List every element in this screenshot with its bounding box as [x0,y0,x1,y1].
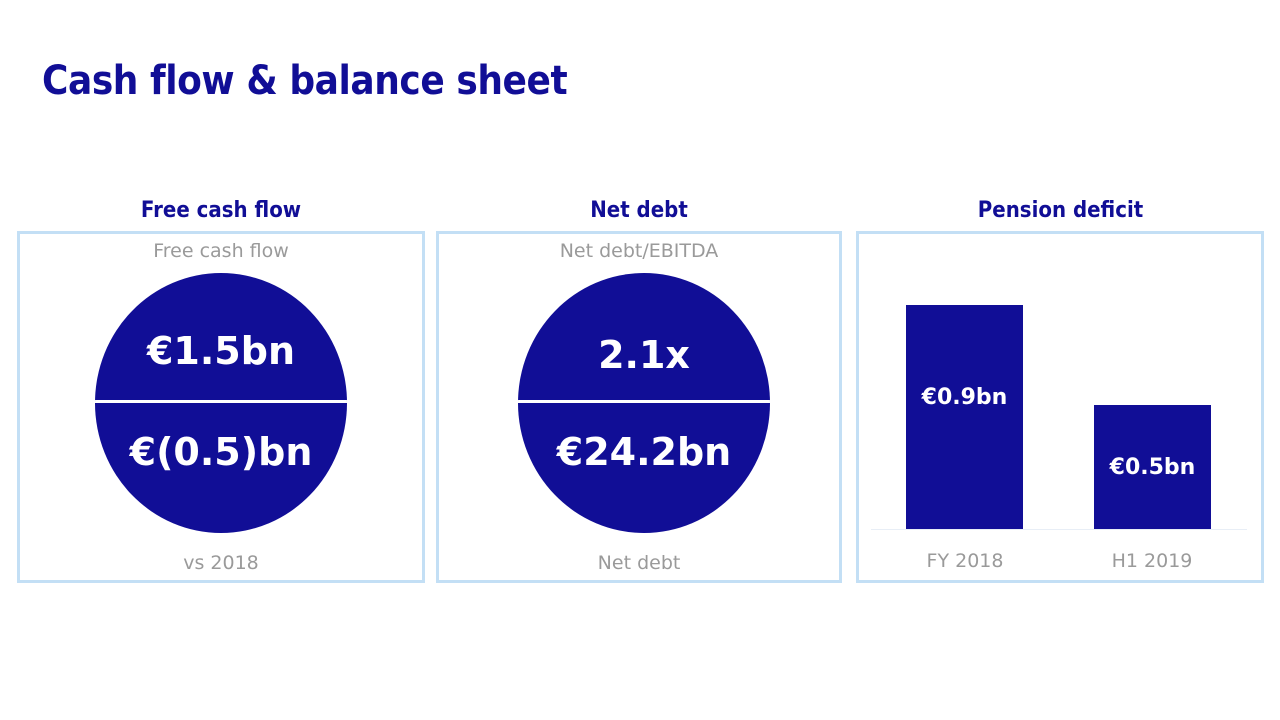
net-debt-circle: 2.1x €24.2bn [518,273,770,533]
net-debt-ebitda-value: 2.1x [598,333,690,377]
free-cash-flow-subtitle: Free cash flow [153,240,289,262]
category-h1-2019: H1 2019 [1111,550,1193,572]
bar-label-h1-2019: €0.5bn [1109,455,1196,480]
pension-deficit-panel: €0.9bn €0.5bn FY 2018 H1 2019 [856,231,1264,583]
free-cash-flow-heading: Free cash flow [140,198,302,223]
page-title: Cash flow & balance sheet [42,58,568,104]
net-debt-footer: Net debt [597,552,681,574]
category-fy-2018: FY 2018 [926,550,1004,572]
pension-deficit-heading: Pension deficit [977,198,1144,223]
bar-label-fy-2018: €0.9bn [921,385,1008,410]
free-cash-flow-change-value: €(0.5)bn [129,430,313,474]
circle-divider [95,400,347,403]
bar-fy-2018: €0.9bn [906,305,1023,530]
net-debt-value: €24.2bn [556,430,732,474]
net-debt-subtitle: Net debt/EBITDA [559,240,719,262]
chart-baseline [871,529,1247,530]
net-debt-heading: Net debt [590,198,688,223]
net-debt-panel: Net debt/EBITDA 2.1x €24.2bn Net debt [436,231,842,583]
free-cash-flow-panel: Free cash flow €1.5bn €(0.5)bn vs 2018 [17,231,425,583]
free-cash-flow-footer: vs 2018 [183,552,259,574]
bar-h1-2019: €0.5bn [1094,405,1211,530]
free-cash-flow-value: €1.5bn [146,329,295,373]
free-cash-flow-circle: €1.5bn €(0.5)bn [95,273,347,533]
circle-divider [518,400,770,403]
